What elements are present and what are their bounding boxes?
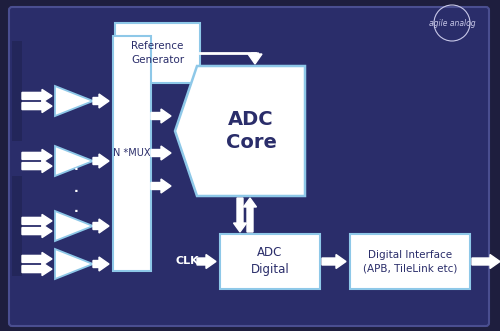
Polygon shape xyxy=(248,53,262,64)
Text: N *MUX: N *MUX xyxy=(113,149,151,159)
Polygon shape xyxy=(197,255,216,268)
FancyBboxPatch shape xyxy=(220,234,320,289)
Text: ADC
Digital: ADC Digital xyxy=(250,247,290,276)
Polygon shape xyxy=(93,219,109,233)
Polygon shape xyxy=(93,257,109,271)
Polygon shape xyxy=(55,249,93,279)
FancyBboxPatch shape xyxy=(350,234,470,289)
Polygon shape xyxy=(93,94,109,108)
Polygon shape xyxy=(22,253,52,265)
Text: ADC
Core: ADC Core xyxy=(226,110,276,152)
Polygon shape xyxy=(234,198,246,232)
Polygon shape xyxy=(472,255,500,268)
Polygon shape xyxy=(22,89,52,102)
Polygon shape xyxy=(175,66,305,196)
Text: Reference
Generator: Reference Generator xyxy=(131,41,184,65)
Polygon shape xyxy=(55,211,93,241)
Polygon shape xyxy=(22,149,52,163)
Polygon shape xyxy=(22,262,52,276)
FancyBboxPatch shape xyxy=(113,36,151,271)
FancyBboxPatch shape xyxy=(9,7,489,326)
Polygon shape xyxy=(22,160,52,172)
Polygon shape xyxy=(22,100,52,113)
Polygon shape xyxy=(93,154,109,168)
FancyBboxPatch shape xyxy=(115,23,200,83)
Text: .
.
.: . . . xyxy=(74,161,78,215)
Text: agile analog: agile analog xyxy=(428,19,476,27)
Polygon shape xyxy=(22,214,52,227)
Polygon shape xyxy=(55,146,93,176)
Polygon shape xyxy=(151,109,171,123)
Bar xyxy=(12,41,22,141)
Polygon shape xyxy=(244,198,256,232)
Polygon shape xyxy=(55,86,93,116)
Polygon shape xyxy=(151,146,171,160)
Text: Digital Interface
(APB, TileLink etc): Digital Interface (APB, TileLink etc) xyxy=(363,250,457,273)
Polygon shape xyxy=(22,225,52,238)
Text: CLK: CLK xyxy=(175,257,199,266)
Polygon shape xyxy=(151,179,171,193)
Bar xyxy=(12,176,22,276)
Polygon shape xyxy=(322,255,346,268)
